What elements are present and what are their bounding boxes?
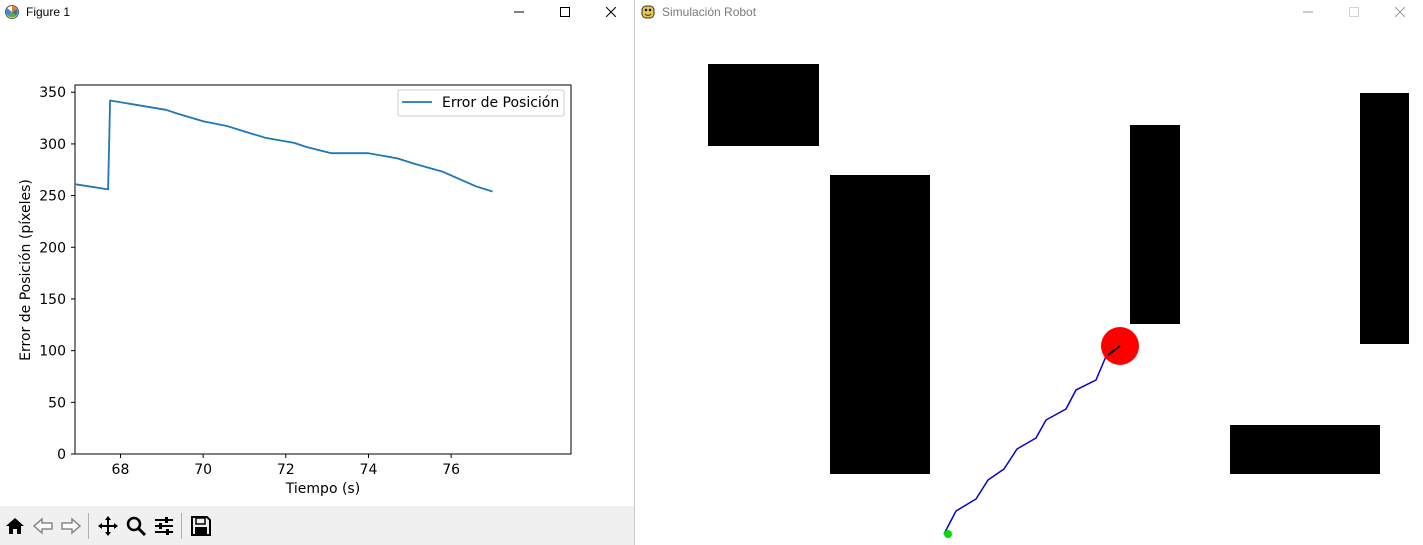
- simulation-scene[interactable]: [636, 24, 1423, 545]
- simulation-canvas[interactable]: [636, 24, 1423, 545]
- robot-path: [943, 345, 1114, 535]
- toolbar-separator: [88, 512, 89, 539]
- save-icon: [191, 515, 211, 536]
- y-tick-label: 100: [39, 344, 66, 360]
- x-tick-label: 70: [194, 462, 212, 478]
- start-point: [944, 530, 952, 538]
- save-button[interactable]: [188, 513, 214, 539]
- obstacle: [1130, 125, 1180, 324]
- pan-button[interactable]: [95, 513, 121, 539]
- axes-frame: [74, 84, 572, 455]
- matplotlib-logo-icon: [5, 5, 19, 19]
- line-chart[interactable]: 0 50 100 150 200 250 300 350 68 70 72 74 76 Error d…: [0, 24, 634, 506]
- obstacle: [708, 64, 819, 146]
- figure-title: Figure 1: [26, 5, 71, 19]
- x-tick-label: 74: [360, 462, 378, 478]
- y-tick-label: 0: [57, 447, 66, 463]
- x-tick-label: 68: [112, 462, 130, 478]
- figure-window: Figure 1 0 50 100 150 200 250 300 350 68 70 72 74 7…: [0, 0, 635, 545]
- obstacle: [1360, 93, 1409, 344]
- simulation-title: Simulación Robot: [662, 5, 757, 19]
- y-tick-label: 150: [39, 292, 66, 308]
- back-icon: [32, 516, 53, 535]
- home-icon: [6, 517, 24, 534]
- simulation-titlebar[interactable]: Simulación Robot: [636, 0, 1423, 24]
- obstacle: [830, 175, 930, 474]
- figure-titlebar[interactable]: Figure 1: [0, 0, 634, 24]
- y-tick-label: 300: [39, 137, 66, 153]
- forward-button[interactable]: [58, 513, 84, 539]
- robot-heading: [1107, 345, 1121, 356]
- configure-icon: [155, 516, 173, 535]
- y-tick-label: 200: [39, 240, 66, 256]
- legend: Error de Posición: [397, 89, 565, 117]
- y-tick-label: 250: [39, 189, 66, 205]
- minimize-icon: [514, 11, 524, 13]
- sim-minimize-button[interactable]: [1285, 0, 1331, 24]
- sim-maximize-button[interactable]: [1331, 0, 1377, 24]
- series-line-error: [74, 99, 493, 193]
- close-icon: [606, 7, 616, 17]
- maximize-icon: [1349, 7, 1359, 17]
- maximize-icon: [560, 7, 570, 17]
- maximize-button[interactable]: [542, 0, 588, 24]
- home-button[interactable]: [2, 513, 28, 539]
- obstacle: [1230, 425, 1380, 474]
- close-icon: [1395, 7, 1405, 17]
- back-button[interactable]: [30, 513, 56, 539]
- plot-area[interactable]: 0 50 100 150 200 250 300 350 68 70 72 74 76 Error d…: [0, 24, 634, 506]
- zoom-icon: [126, 516, 147, 536]
- legend-label: Error de Posición: [442, 95, 559, 111]
- y-axis-label: Error de Posición (píxeles): [18, 179, 34, 361]
- zoom-button[interactable]: [123, 513, 149, 539]
- legend-box: [397, 89, 565, 117]
- y-tick-label: 50: [48, 395, 66, 411]
- forward-icon: [61, 516, 82, 535]
- sim-close-button[interactable]: [1377, 0, 1423, 24]
- x-tick-label: 72: [277, 462, 295, 478]
- x-tick-label: 76: [442, 462, 460, 478]
- toolbar-separator: [181, 512, 182, 539]
- x-axis-label: Tiempo (s): [285, 481, 360, 497]
- minimize-button[interactable]: [496, 0, 542, 24]
- minimize-icon: [1303, 11, 1313, 13]
- figure-toolbar: [0, 506, 634, 545]
- close-button[interactable]: [588, 0, 634, 24]
- configure-button[interactable]: [151, 513, 177, 539]
- pygame-snake-icon: [641, 5, 655, 19]
- y-tick-label: 350: [39, 85, 66, 101]
- simulation-window: Simulación Robot: [636, 0, 1423, 545]
- pan-icon: [98, 515, 118, 536]
